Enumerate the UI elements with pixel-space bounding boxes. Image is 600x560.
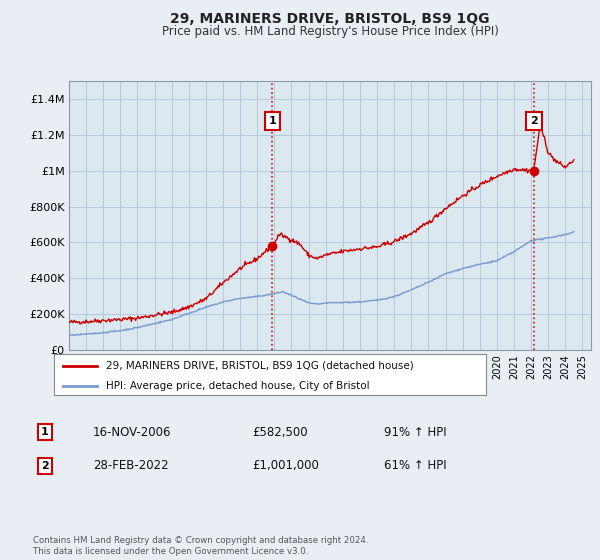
Text: 91% ↑ HPI: 91% ↑ HPI: [384, 426, 446, 439]
Text: HPI: Average price, detached house, City of Bristol: HPI: Average price, detached house, City…: [106, 381, 370, 391]
Text: 28-FEB-2022: 28-FEB-2022: [93, 459, 169, 473]
Text: Price paid vs. HM Land Registry's House Price Index (HPI): Price paid vs. HM Land Registry's House …: [161, 25, 499, 38]
Text: 2: 2: [530, 115, 538, 125]
Text: £1,001,000: £1,001,000: [252, 459, 319, 473]
Text: 61% ↑ HPI: 61% ↑ HPI: [384, 459, 446, 473]
Text: 2: 2: [41, 461, 49, 471]
Text: 1: 1: [268, 115, 276, 125]
Text: Contains HM Land Registry data © Crown copyright and database right 2024.
This d: Contains HM Land Registry data © Crown c…: [33, 536, 368, 556]
Text: £582,500: £582,500: [252, 426, 308, 439]
Text: 1: 1: [41, 427, 49, 437]
Text: 29, MARINERS DRIVE, BRISTOL, BS9 1QG (detached house): 29, MARINERS DRIVE, BRISTOL, BS9 1QG (de…: [106, 361, 413, 371]
Text: 16-NOV-2006: 16-NOV-2006: [93, 426, 172, 439]
Text: 29, MARINERS DRIVE, BRISTOL, BS9 1QG: 29, MARINERS DRIVE, BRISTOL, BS9 1QG: [170, 12, 490, 26]
